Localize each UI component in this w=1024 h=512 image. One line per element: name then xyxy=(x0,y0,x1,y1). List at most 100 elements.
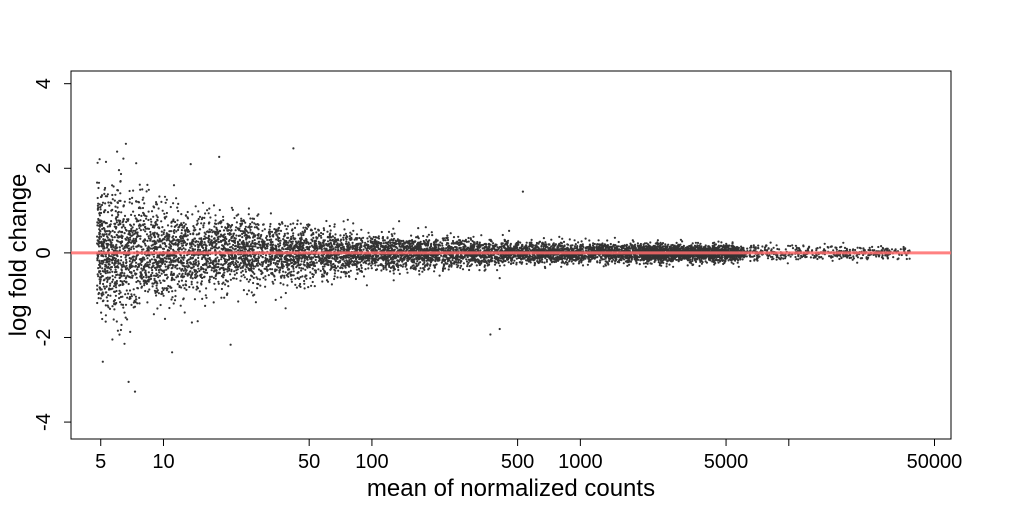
data-point xyxy=(588,259,591,262)
data-point xyxy=(116,206,119,209)
data-point xyxy=(264,275,267,278)
data-point xyxy=(310,256,313,259)
data-point xyxy=(226,270,229,273)
data-point xyxy=(301,230,304,233)
data-point xyxy=(485,243,488,246)
data-point xyxy=(791,244,794,247)
data-point xyxy=(108,277,111,280)
data-point xyxy=(292,222,295,225)
data-point xyxy=(753,254,756,258)
data-point xyxy=(128,297,131,300)
data-point xyxy=(184,267,187,270)
data-point xyxy=(664,243,667,246)
data-point xyxy=(203,241,206,244)
data-point xyxy=(209,216,212,219)
data-point xyxy=(165,198,168,201)
data-point xyxy=(206,254,210,257)
data-point xyxy=(501,233,504,237)
data-point xyxy=(203,231,206,234)
data-point xyxy=(264,254,268,257)
data-point xyxy=(121,265,124,268)
data-point xyxy=(149,260,152,263)
data-point xyxy=(483,264,486,267)
data-point xyxy=(208,221,211,224)
data-point xyxy=(454,248,457,251)
data-point xyxy=(634,243,637,246)
data-point xyxy=(292,258,296,261)
data-point xyxy=(446,238,450,242)
data-point xyxy=(176,248,180,251)
data-point xyxy=(182,247,185,250)
data-point xyxy=(791,247,795,250)
data-point xyxy=(393,232,396,235)
data-point xyxy=(157,292,160,295)
data-point xyxy=(223,271,226,274)
data-point xyxy=(329,229,332,232)
data-point xyxy=(244,270,248,273)
data-point xyxy=(158,274,162,277)
data-point xyxy=(180,232,183,235)
data-point xyxy=(204,212,207,215)
data-point xyxy=(200,266,203,269)
data-point xyxy=(355,268,359,271)
data-point xyxy=(155,268,158,271)
data-point xyxy=(251,262,254,265)
data-point xyxy=(97,297,100,300)
data-point xyxy=(118,274,121,277)
data-point xyxy=(262,223,265,226)
data-point xyxy=(212,276,215,279)
data-point xyxy=(116,201,119,204)
data-point xyxy=(100,292,103,295)
data-point xyxy=(297,233,300,236)
data-point xyxy=(144,269,147,272)
data-point xyxy=(480,234,483,237)
data-point xyxy=(104,272,107,275)
data-point xyxy=(136,302,139,305)
data-point xyxy=(111,278,115,281)
data-point xyxy=(214,219,217,222)
data-point xyxy=(301,244,304,247)
data-point xyxy=(127,282,130,286)
data-point xyxy=(254,223,257,226)
data-point xyxy=(305,239,308,242)
data-point xyxy=(295,257,298,260)
data-point xyxy=(197,267,200,270)
data-point xyxy=(118,297,121,300)
data-point xyxy=(654,259,657,262)
data-point xyxy=(272,261,275,264)
data-point xyxy=(343,260,346,263)
data-point xyxy=(279,275,282,278)
data-point xyxy=(384,260,388,264)
data-point xyxy=(114,205,117,208)
data-point xyxy=(656,239,660,242)
data-point xyxy=(317,268,320,271)
data-point xyxy=(275,238,278,241)
data-point xyxy=(141,188,144,191)
data-point xyxy=(97,206,100,209)
data-point xyxy=(335,267,338,270)
data-point xyxy=(128,260,131,263)
data-point xyxy=(171,296,174,299)
data-point xyxy=(459,246,462,249)
data-point xyxy=(96,204,99,207)
data-point xyxy=(498,277,501,280)
data-point xyxy=(196,281,199,284)
data-point xyxy=(283,245,286,248)
data-point xyxy=(180,213,183,216)
data-point xyxy=(249,222,252,226)
data-point xyxy=(698,264,701,268)
data-point xyxy=(314,258,317,261)
data-point xyxy=(513,259,516,262)
data-point xyxy=(217,280,220,283)
data-point xyxy=(657,259,660,262)
data-point xyxy=(132,288,135,291)
data-point xyxy=(122,157,125,160)
data-point xyxy=(257,213,260,216)
data-point xyxy=(194,244,197,247)
data-point xyxy=(111,280,114,283)
data-point xyxy=(154,266,157,269)
data-point xyxy=(252,281,255,285)
data-point xyxy=(176,283,179,286)
data-point xyxy=(542,237,546,240)
data-point xyxy=(237,300,240,303)
